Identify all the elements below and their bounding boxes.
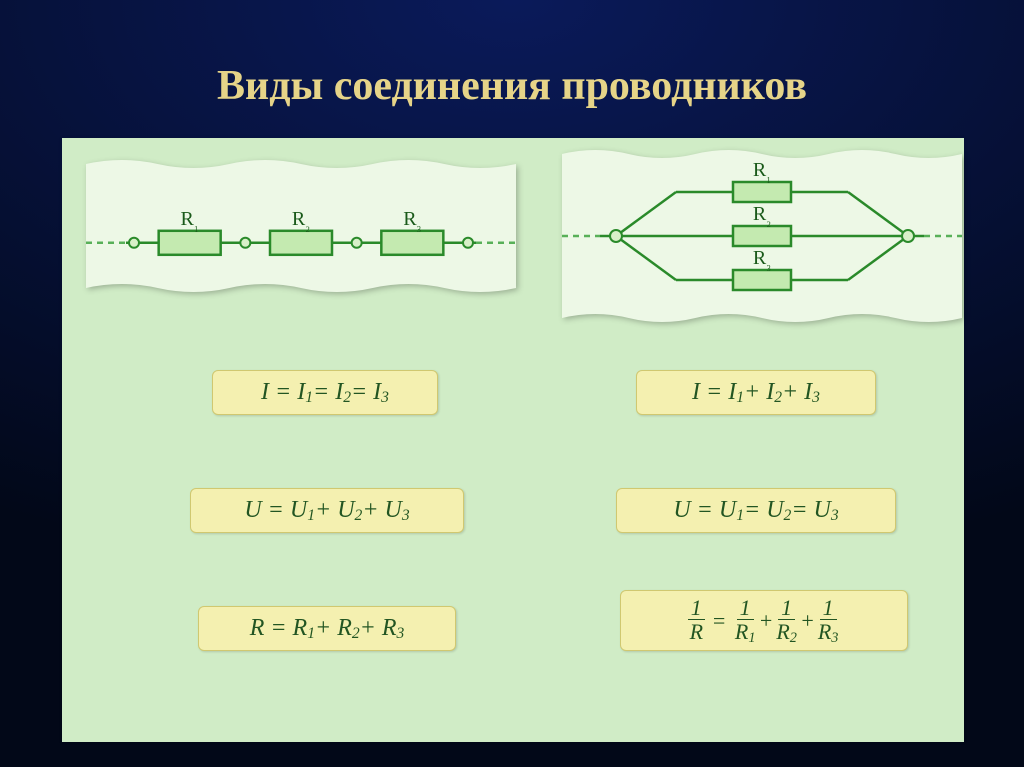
series-eq-1: U = U1 + U2 + U3 [190,488,464,533]
series-eq-2: R = R1 + R2 + R3 [198,606,456,651]
slide-root: Виды соединения проводников R₁ R₂ R₃ R₁ … [0,0,1024,767]
parallel-eq-0: I = I1 + I2 + I3 [636,370,876,415]
series-diagram: R₁ R₂ R₃ [86,156,516,296]
parallel-eq-1: U = U1 = U2 = U3 [616,488,896,533]
parallel-diagram: R₁ R₂ R₃ [562,146,962,326]
parallel-eq-2: 1R = 1R1 + 1R2 + 1R3 [620,590,908,651]
slide-title: Виды соединения проводников [0,62,1024,110]
series-eq-0: I = I1 = I2 = I3 [212,370,438,415]
content-panel: R₁ R₂ R₃ R₁ R₂ R₃ I = I1 = I2 = I3 U = U1… [62,138,964,742]
